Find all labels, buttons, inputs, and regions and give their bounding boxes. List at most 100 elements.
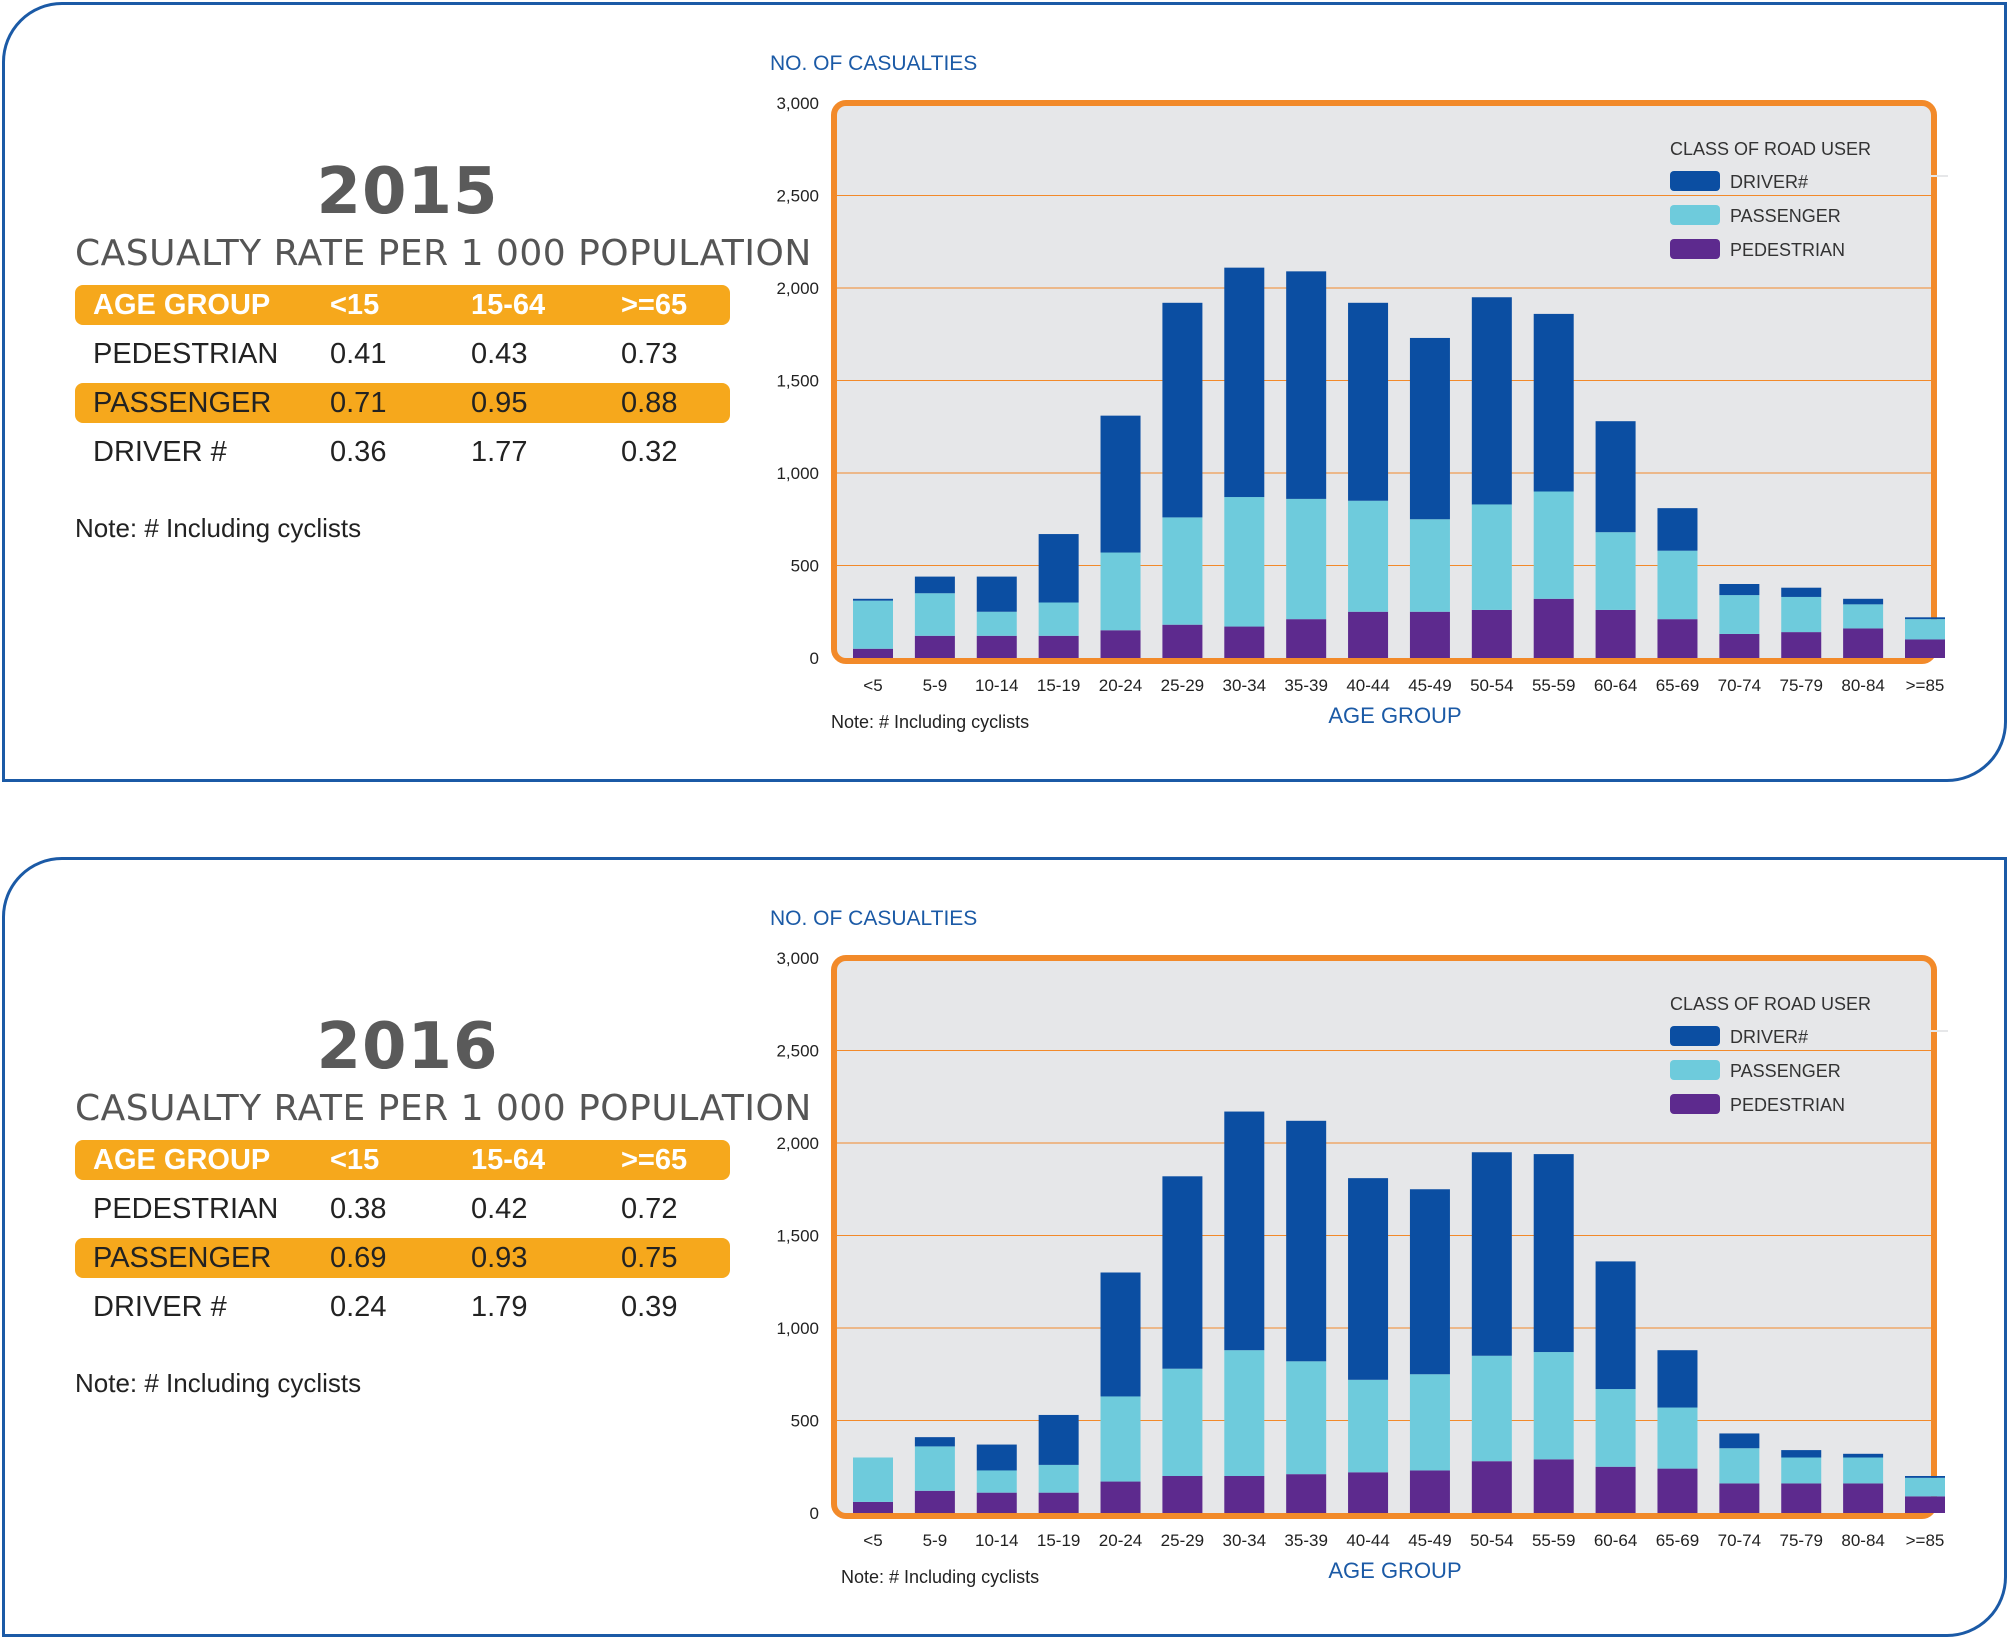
- bar-pedestrian: [1100, 1481, 1141, 1513]
- rate-title: CASUALTY RATE PER 1 000 POPULATION: [75, 233, 812, 274]
- bar-driver: [1781, 1450, 1822, 1458]
- bar-driver: [1657, 1350, 1698, 1408]
- y-axis-label: NO. OF CASUALTIES: [770, 52, 977, 75]
- table-cell: 0.73: [621, 338, 678, 370]
- y-tick-label: 2,500: [776, 1042, 819, 1061]
- legend-swatch: [1670, 171, 1720, 191]
- bar-passenger: [1657, 1407, 1698, 1469]
- bar-passenger: [1224, 1350, 1265, 1476]
- bar-passenger: [1224, 497, 1265, 627]
- bar-pedestrian: [1471, 609, 1512, 658]
- bar-passenger: [976, 611, 1017, 636]
- row-label: PEDESTRIAN: [93, 1193, 279, 1225]
- bar-pedestrian: [853, 1501, 893, 1513]
- bar-driver: [1595, 1261, 1636, 1390]
- legend-label: PASSENGER: [1730, 1061, 1841, 1081]
- bar-passenger: [1533, 1352, 1574, 1460]
- bar-pedestrian: [1719, 1483, 1760, 1513]
- x-tick-label: 50-54: [1470, 1531, 1513, 1550]
- legend-label: DRIVER#: [1730, 1027, 1808, 1047]
- bar-driver: [1348, 1178, 1389, 1380]
- x-tick-label: 60-64: [1594, 676, 1637, 695]
- bar-driver: [1224, 267, 1265, 498]
- x-tick-label: 45-49: [1408, 1531, 1451, 1550]
- bar-passenger: [1781, 1457, 1822, 1484]
- x-axis-label: AGE GROUP: [1328, 1558, 1461, 1583]
- y-tick-label: 1,500: [776, 1227, 819, 1246]
- bar-pedestrian: [1471, 1461, 1512, 1513]
- chart-note: Note: # Including cyclists: [831, 712, 1030, 732]
- bar-passenger: [1595, 1389, 1636, 1467]
- legend-gap: [1658, 175, 1948, 177]
- rate-title: CASUALTY RATE PER 1 000 POPULATION: [75, 1088, 812, 1129]
- bar-passenger: [914, 1446, 955, 1491]
- x-tick-label: 55-59: [1532, 1531, 1575, 1550]
- bar-driver: [1719, 1433, 1760, 1449]
- table-cell: 0.75: [621, 1242, 678, 1274]
- bar-driver: [1409, 1189, 1450, 1375]
- y-tick-label: 1,000: [776, 1319, 819, 1338]
- table-cell: 1.77: [471, 436, 528, 468]
- bar-pedestrian: [1533, 1459, 1574, 1513]
- x-axis-label: AGE GROUP: [1328, 703, 1461, 728]
- bar-driver: [1905, 617, 1945, 620]
- bar-pedestrian: [1038, 1492, 1079, 1513]
- bar-pedestrian: [914, 635, 955, 658]
- bar-pedestrian: [1286, 619, 1327, 658]
- bar-driver: [914, 1437, 955, 1447]
- bar-driver: [1533, 313, 1574, 492]
- bar-passenger: [1286, 498, 1327, 620]
- bar-passenger: [1348, 500, 1389, 612]
- bar-driver: [976, 1444, 1017, 1471]
- bar-pedestrian: [1781, 1483, 1822, 1513]
- bar-driver: [1719, 584, 1760, 596]
- x-tick-label: 50-54: [1470, 676, 1513, 695]
- table-cell: 0.88: [621, 387, 678, 419]
- x-tick-label: 30-34: [1223, 676, 1266, 695]
- x-tick-label: 70-74: [1718, 1531, 1761, 1550]
- y-tick-label: 2,000: [776, 1134, 819, 1153]
- bar-passenger: [1719, 595, 1760, 634]
- bar-passenger: [914, 593, 955, 636]
- x-tick-label: 20-24: [1099, 1531, 1142, 1550]
- legend-label: DRIVER#: [1730, 172, 1808, 192]
- bar-passenger: [1471, 1355, 1512, 1462]
- x-tick-label: 5-9: [923, 1531, 948, 1550]
- bar-driver: [1286, 271, 1327, 499]
- bar-pedestrian: [1595, 1466, 1636, 1513]
- legend-swatch: [1670, 1026, 1720, 1046]
- table-cell: 1.79: [471, 1291, 528, 1323]
- x-tick-label: 60-64: [1594, 1531, 1637, 1550]
- table-cell: 0.69: [330, 1242, 387, 1274]
- year-title: 2016: [316, 1010, 499, 1084]
- bar-pedestrian: [1409, 1470, 1450, 1513]
- bar-pedestrian: [976, 635, 1017, 658]
- y-tick-label: 2,500: [776, 187, 819, 206]
- x-tick-label: 80-84: [1841, 1531, 1884, 1550]
- row-label: PASSENGER: [93, 387, 272, 419]
- bar-pedestrian: [1224, 1476, 1265, 1513]
- bar-driver: [1224, 1111, 1265, 1351]
- table-cell: 0.32: [621, 436, 678, 468]
- x-tick-label: 80-84: [1841, 676, 1884, 695]
- bar-driver: [1471, 297, 1512, 505]
- y-tick-label: 3,000: [776, 949, 819, 968]
- x-tick-label: 55-59: [1532, 676, 1575, 695]
- bar-passenger: [1162, 517, 1203, 625]
- x-tick-label: 15-19: [1037, 1531, 1080, 1550]
- bar-passenger: [1781, 596, 1822, 633]
- table-row: PEDESTRIAN 0.38 0.42 0.72: [75, 1189, 730, 1229]
- legend-swatch: [1670, 1094, 1720, 1114]
- y-tick-label: 1,000: [776, 464, 819, 483]
- header-cell: AGE GROUP: [93, 1144, 271, 1176]
- bar-driver: [1595, 421, 1636, 533]
- bar-passenger: [1843, 1457, 1884, 1484]
- bar-driver: [976, 576, 1017, 612]
- header-cell: <15: [330, 289, 380, 321]
- panel-2015: 2015 CASUALTY RATE PER 1 000 POPULATION …: [2, 2, 2007, 782]
- bar-driver: [1348, 302, 1389, 501]
- x-tick-label: 25-29: [1161, 676, 1204, 695]
- bar-passenger: [1657, 550, 1698, 620]
- legend-swatch: [1670, 1060, 1720, 1080]
- x-tick-label: 40-44: [1346, 1531, 1389, 1550]
